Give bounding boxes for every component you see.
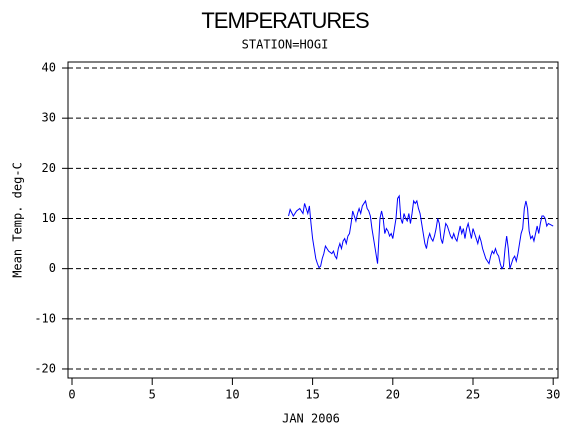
chart-title: TEMPERATURES — [201, 8, 369, 33]
y-tick-label: 0 — [49, 261, 56, 275]
x-tick-label: 15 — [305, 388, 319, 402]
y-tick-label: -10 — [34, 311, 56, 325]
x-tick-label: 25 — [466, 388, 480, 402]
x-tick-label: 5 — [149, 388, 156, 402]
y-tick-label: 20 — [42, 161, 56, 175]
y-axis-label: Mean Temp. deg-C — [11, 162, 25, 278]
y-tick-label: 30 — [42, 111, 56, 125]
x-axis-label: JAN 2006 — [282, 412, 340, 426]
y-tick-label: 10 — [42, 211, 56, 225]
y-tick-label: 40 — [42, 61, 56, 75]
x-tick-label: 10 — [225, 388, 239, 402]
chart-subtitle: STATION=HOGI — [242, 38, 329, 52]
plot-frame — [67, 61, 559, 379]
y-tick-label: -20 — [34, 361, 56, 375]
data-line — [288, 194, 554, 270]
x-tick-label: 30 — [546, 388, 560, 402]
x-tick-label: 20 — [386, 388, 400, 402]
x-tick-label: 0 — [68, 388, 75, 402]
